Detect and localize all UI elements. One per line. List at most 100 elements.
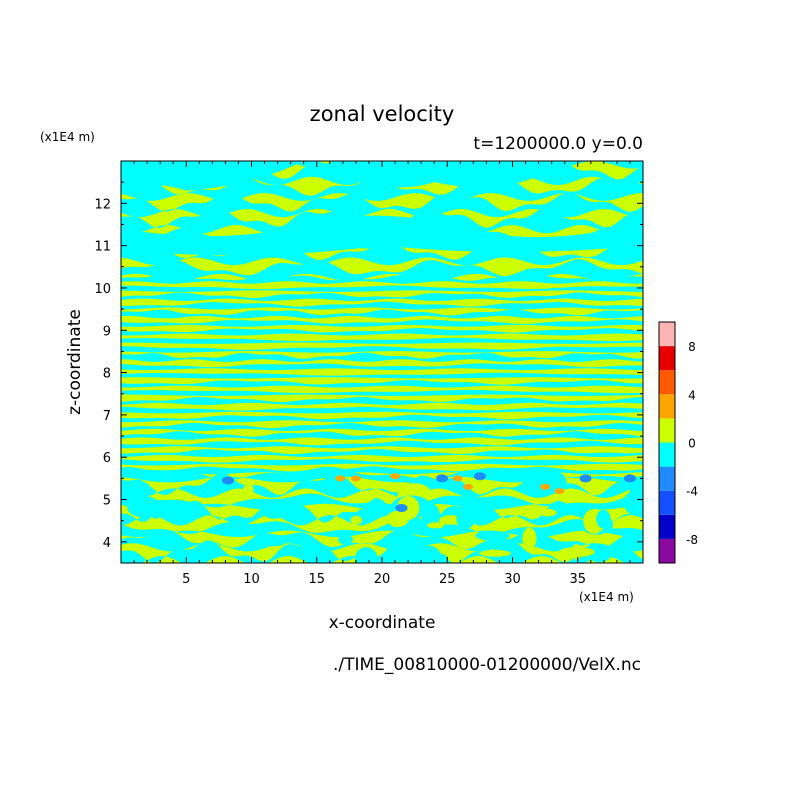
x-tick-label: 35 — [569, 572, 586, 587]
x-tick-label: 20 — [374, 572, 391, 587]
colorbar-swatch — [659, 394, 675, 419]
negative-velocity-band — [121, 346, 643, 353]
velocity-blob — [243, 484, 254, 495]
negative-velocity-band — [121, 449, 643, 457]
y-tick-label: 5 — [103, 494, 111, 509]
negative-velocity-band — [121, 380, 643, 388]
medium-positive-spot — [463, 483, 474, 490]
negative-velocity-band — [121, 285, 643, 292]
colorbar-swatch — [659, 370, 675, 395]
colorbar: 8 4 0 -4 -8 — [658, 321, 698, 564]
negative-velocity-band — [121, 192, 643, 218]
colorbar-swatch — [659, 442, 675, 467]
medium-positive-spot — [540, 483, 551, 490]
y-axis: 4 5 6 7 8 9 10 11 12 — [94, 160, 643, 564]
velocity-blob — [127, 495, 161, 518]
negative-velocity-band — [121, 259, 643, 281]
chart-title: zonal velocity — [310, 102, 455, 126]
negative-velocity-band — [121, 274, 643, 284]
y-tick-label: 11 — [94, 240, 111, 255]
negative-velocity-band — [121, 519, 643, 537]
negative-velocity-band — [121, 458, 643, 466]
velocity-blob — [396, 543, 432, 563]
x-tick-label: 30 — [504, 572, 521, 587]
negative-velocity-patch — [121, 161, 304, 195]
x-tick-label: 5 — [182, 572, 190, 587]
negative-velocity-band — [121, 372, 643, 379]
negative-velocity-patch — [121, 215, 643, 256]
negative-velocity-band — [121, 497, 643, 526]
velocity-blob — [629, 476, 643, 500]
x-tick-label: 25 — [439, 572, 456, 587]
y-scale-label: (x1E4 m) — [40, 130, 95, 144]
negative-velocity-band — [121, 352, 643, 362]
velocity-field — [121, 161, 643, 563]
colorbar-frame — [658, 321, 676, 564]
colorbar-swatch — [659, 418, 675, 443]
medium-negative-spot — [395, 503, 408, 512]
velocity-blob — [264, 509, 285, 519]
colorbar-tick-label: 4 — [688, 388, 696, 402]
y-tick-label: 6 — [103, 451, 111, 466]
negative-velocity-band — [121, 472, 643, 498]
x-tick-label: 15 — [308, 572, 325, 587]
source-file-path: ./TIME_00810000-01200000/VelX.nc — [333, 655, 641, 675]
y-tick-label: 8 — [103, 367, 111, 382]
negative-velocity-band — [121, 319, 643, 327]
medium-negative-spot — [436, 474, 449, 483]
negative-velocity-band — [121, 431, 643, 440]
negative-velocity-band — [121, 440, 643, 449]
negative-velocity-patch — [329, 161, 565, 188]
medium-positive-spot — [390, 473, 401, 480]
y-tick-label: 7 — [103, 409, 111, 424]
plot-area — [120, 160, 644, 564]
velocity-blob — [596, 509, 611, 529]
colorbar-tick-label: -8 — [686, 533, 698, 547]
x-axis: 5 10 15 20 25 30 35 — [133, 161, 631, 587]
colorbar-tick-label: 0 — [688, 437, 696, 451]
negative-velocity-band — [121, 397, 643, 405]
y-tick-label: 10 — [94, 282, 111, 297]
colorbar-tick-label: -4 — [686, 485, 698, 499]
negative-velocity-band — [121, 389, 643, 396]
negative-velocity-band — [121, 422, 643, 431]
x-axis-label: x-coordinate — [329, 613, 436, 633]
medium-positive-spot — [335, 475, 346, 482]
velocity-blob — [538, 508, 557, 517]
colorbar-tick-label: 8 — [688, 340, 696, 354]
velocity-blob — [456, 510, 475, 529]
colorbar-swatch — [659, 322, 675, 347]
medium-negative-spot — [579, 474, 592, 483]
medium-positive-spot — [350, 475, 361, 482]
negative-velocity-band — [121, 207, 643, 234]
velocity-blob — [386, 510, 409, 528]
colorbar-swatch — [659, 490, 675, 515]
velocity-blob — [257, 539, 286, 547]
velocity-blob — [350, 515, 363, 525]
y-tick-label: 9 — [103, 324, 111, 339]
chart-subtitle: t=1200000.0 y=0.0 — [473, 134, 643, 154]
medium-positive-spot — [452, 475, 463, 482]
velocity-blob — [338, 534, 353, 545]
negative-velocity-band — [121, 309, 643, 319]
velocity-blob — [432, 554, 448, 563]
velocity-blob — [431, 497, 472, 505]
medium-positive-spot — [554, 488, 565, 495]
velocity-blob — [522, 527, 537, 550]
velocity-blob — [558, 546, 595, 557]
colorbar-swatch — [659, 514, 675, 539]
negative-velocity-band — [121, 292, 643, 301]
y-tick-label: 12 — [94, 197, 111, 212]
negative-velocity-band — [121, 363, 643, 371]
negative-velocity-band — [121, 337, 643, 344]
colorbar-swatch — [659, 466, 675, 491]
velocity-blob — [479, 549, 511, 557]
velocity-blob — [164, 499, 178, 518]
velocity-blob — [354, 547, 378, 563]
negative-velocity-band — [121, 466, 643, 483]
negative-velocity-band — [121, 493, 643, 510]
y-axis-label: z-coordinate — [65, 309, 85, 415]
negative-velocity-band — [121, 414, 643, 423]
negative-velocity-band — [121, 301, 643, 310]
medium-negative-spot — [473, 472, 486, 481]
